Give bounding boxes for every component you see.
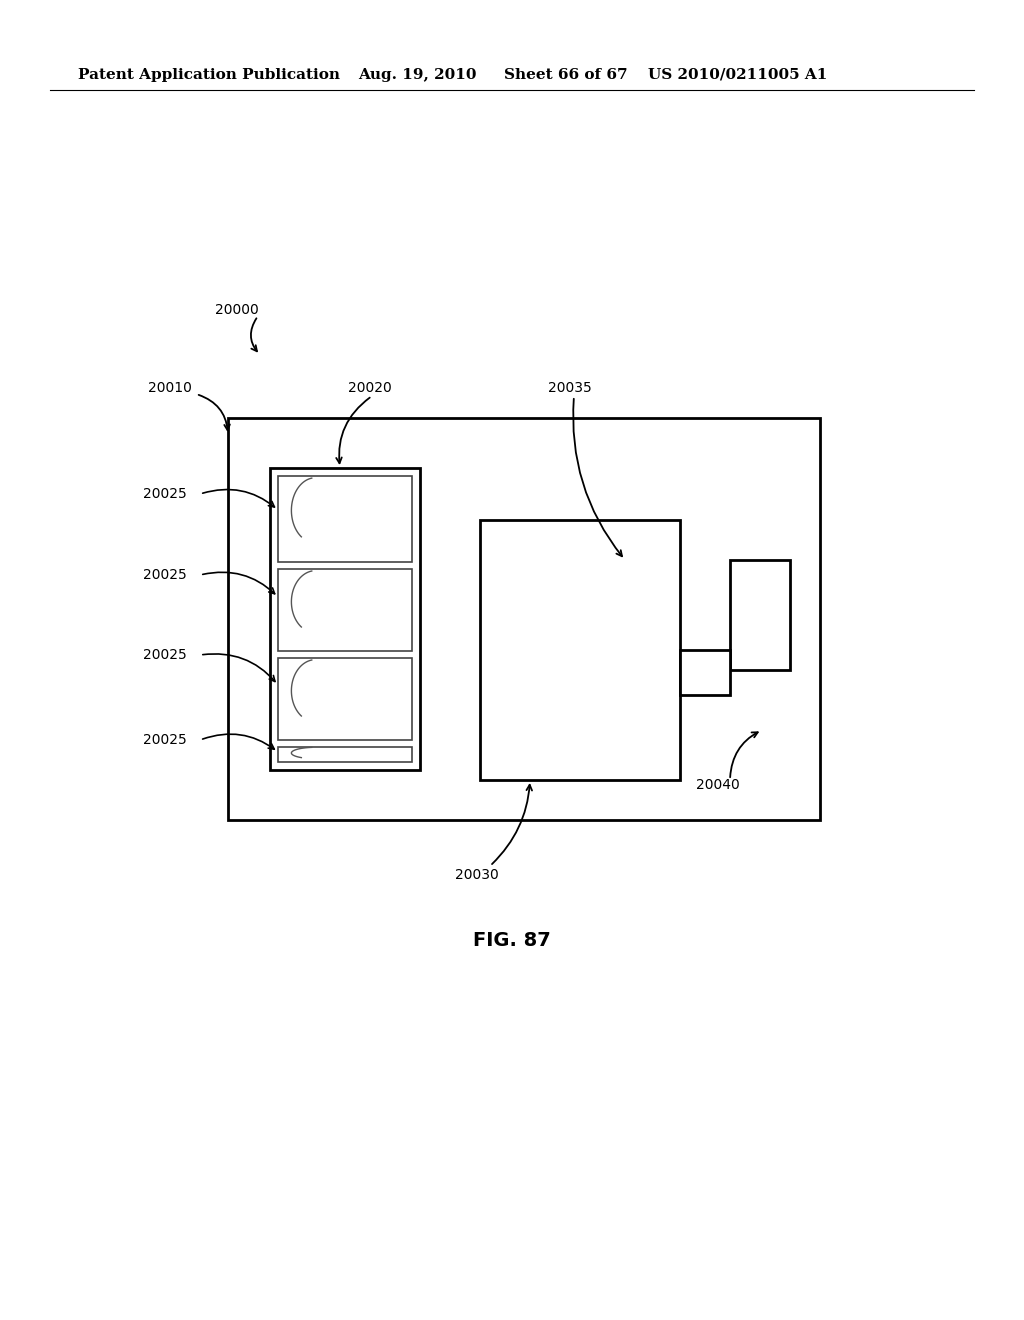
Text: Aug. 19, 2010: Aug. 19, 2010: [358, 69, 476, 82]
Text: 20025: 20025: [143, 733, 186, 747]
Text: 20020: 20020: [348, 381, 392, 395]
Text: Patent Application Publication: Patent Application Publication: [78, 69, 340, 82]
Text: 20030: 20030: [455, 869, 499, 882]
Text: 20025: 20025: [143, 648, 186, 663]
Text: Sheet 66 of 67: Sheet 66 of 67: [504, 69, 628, 82]
Text: 20035: 20035: [548, 381, 592, 395]
Bar: [730, 560, 790, 671]
Bar: [680, 649, 730, 696]
Bar: [278, 747, 412, 762]
Text: 20000: 20000: [215, 304, 259, 317]
Text: US 2010/0211005 A1: US 2010/0211005 A1: [648, 69, 827, 82]
Bar: [278, 477, 412, 562]
Text: 20040: 20040: [696, 777, 739, 792]
Bar: [270, 469, 420, 770]
Text: 20025: 20025: [143, 568, 186, 582]
Bar: [278, 569, 412, 651]
Bar: [278, 657, 412, 741]
Text: FIG. 87: FIG. 87: [473, 931, 551, 949]
Bar: [228, 418, 820, 820]
Text: 20010: 20010: [148, 381, 191, 395]
Bar: [480, 520, 680, 780]
Text: 20025: 20025: [143, 487, 186, 502]
